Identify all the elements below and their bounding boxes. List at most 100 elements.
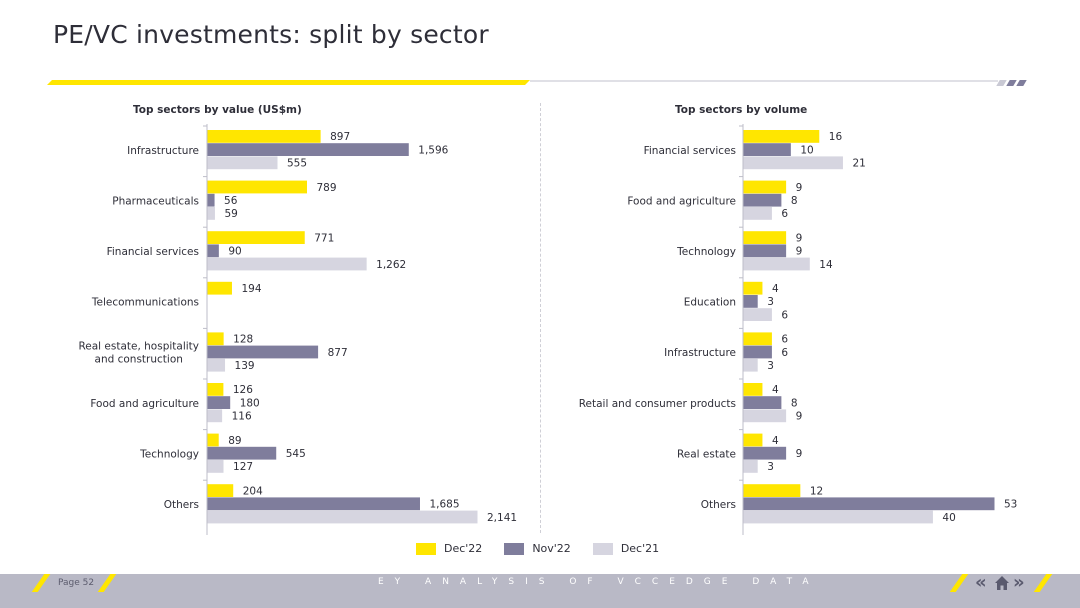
value-label-nov22: 53 bbox=[1004, 499, 1017, 511]
legend-label-dec21: Dec'21 bbox=[620, 542, 660, 555]
bar-dec22 bbox=[207, 484, 234, 497]
bar-dec21 bbox=[743, 358, 758, 372]
bar-nov22 bbox=[743, 446, 787, 460]
bar-nov22 bbox=[207, 446, 277, 460]
value-label-dec22: 4 bbox=[772, 435, 779, 447]
bar-dec21 bbox=[743, 409, 787, 423]
value-label-dec21: 127 bbox=[233, 461, 253, 473]
bar-dec22 bbox=[207, 180, 308, 194]
value-label-dec21: 6 bbox=[781, 208, 788, 220]
value-label-dec21: 139 bbox=[235, 360, 255, 372]
bar-nov22 bbox=[207, 345, 319, 359]
chart-title-value: Top sectors by value (US$m) bbox=[133, 104, 302, 116]
value-label-nov22: 180 bbox=[240, 397, 260, 409]
bar-nov22 bbox=[743, 143, 791, 156]
bar-dec22 bbox=[743, 180, 787, 194]
bar-dec22 bbox=[743, 383, 763, 396]
category-label: Financial services bbox=[644, 145, 736, 157]
bar-dec22 bbox=[207, 332, 224, 346]
value-label-dec21: 3 bbox=[767, 461, 774, 473]
bar-nov22 bbox=[207, 497, 420, 511]
category-label: Real estate, hospitality bbox=[78, 341, 199, 353]
legend-item-dec22: Dec'22 bbox=[416, 542, 482, 555]
home-icon-glyph bbox=[995, 576, 1009, 590]
value-label-dec21: 21 bbox=[852, 158, 865, 170]
legend-item-nov22: Nov'22 bbox=[504, 542, 571, 555]
page-title: PE/VC investments: split by sector bbox=[53, 20, 489, 49]
category-label: Financial services bbox=[107, 246, 199, 258]
value-label-dec21: 14 bbox=[819, 259, 833, 271]
value-label-nov22: 877 bbox=[328, 347, 348, 359]
value-label-dec21: 40 bbox=[942, 512, 955, 524]
bar-dec21 bbox=[207, 358, 226, 372]
value-label-dec22: 194 bbox=[241, 283, 261, 295]
bar-dec21 bbox=[207, 156, 278, 170]
value-label-dec22: 16 bbox=[829, 131, 843, 143]
footer-bar bbox=[0, 574, 1080, 608]
bar-dec22 bbox=[207, 383, 224, 396]
bar-nov22 bbox=[743, 396, 782, 409]
category-label: Others bbox=[701, 499, 736, 511]
next-page-icon[interactable]: » bbox=[1013, 572, 1025, 593]
value-label-dec22: 9 bbox=[796, 182, 803, 194]
category-label: Infrastructure bbox=[664, 347, 736, 359]
bar-nov22 bbox=[207, 244, 219, 258]
value-label-nov22: 1,596 bbox=[418, 144, 448, 156]
category-label: Education bbox=[684, 297, 736, 309]
bar-dec22 bbox=[743, 281, 763, 295]
legend-swatch-dec22 bbox=[416, 542, 436, 555]
category-label: Food and agriculture bbox=[90, 398, 199, 410]
title-underline-gray bbox=[530, 80, 998, 82]
value-label-dec21: 9 bbox=[796, 411, 803, 423]
bar-nov22 bbox=[743, 345, 772, 359]
bar-nov22 bbox=[207, 143, 409, 156]
value-label-nov22: 10 bbox=[800, 144, 813, 156]
bar-dec21 bbox=[743, 460, 758, 473]
home-icon[interactable] bbox=[994, 572, 1010, 596]
value-label-nov22: 56 bbox=[224, 195, 238, 207]
bar-dec22 bbox=[743, 484, 801, 497]
value-label-dec22: 6 bbox=[781, 334, 788, 346]
chart-volume: Top sectors by volume Financial services 1… bbox=[579, 104, 1017, 535]
bar-nov22 bbox=[743, 295, 758, 308]
value-label-dec22: 12 bbox=[810, 485, 823, 497]
footer-source-text: EY ANALYSIS OF VCCEDGE DATA bbox=[378, 577, 820, 587]
bar-dec21 bbox=[207, 510, 478, 524]
bar-dec21 bbox=[207, 409, 223, 423]
value-label-nov22: 8 bbox=[791, 195, 798, 207]
previous-page-icon[interactable]: « bbox=[975, 572, 987, 593]
value-label-dec22: 89 bbox=[228, 435, 241, 447]
value-label-dec22: 204 bbox=[243, 485, 263, 497]
bar-dec22 bbox=[207, 433, 219, 447]
value-label-dec21: 555 bbox=[287, 158, 307, 170]
value-label-nov22: 3 bbox=[767, 296, 774, 308]
value-label-dec22: 9 bbox=[796, 232, 803, 244]
value-label-dec21: 116 bbox=[232, 411, 252, 423]
bar-dec22 bbox=[207, 281, 232, 295]
legend-label-nov22: Nov'22 bbox=[532, 542, 571, 555]
legend: Dec'22 Nov'22 Dec'21 bbox=[416, 542, 681, 555]
value-label-dec22: 128 bbox=[233, 334, 253, 346]
bar-dec22 bbox=[743, 433, 763, 447]
category-label: Others bbox=[164, 499, 199, 511]
value-label-nov22: 8 bbox=[791, 397, 798, 409]
category-label: Technology bbox=[139, 448, 199, 460]
value-label-dec22: 4 bbox=[772, 384, 779, 396]
bar-dec21 bbox=[207, 460, 224, 473]
value-label-nov22: 90 bbox=[228, 246, 241, 258]
value-label-dec22: 771 bbox=[314, 232, 334, 244]
value-label-dec21: 2,141 bbox=[487, 512, 517, 524]
value-label-dec21: 3 bbox=[767, 360, 774, 372]
bar-nov22 bbox=[743, 497, 995, 511]
category-label: and construction bbox=[95, 354, 183, 366]
bar-dec21 bbox=[743, 257, 810, 271]
value-label-nov22: 9 bbox=[796, 246, 803, 258]
bar-dec21 bbox=[207, 257, 367, 271]
value-label-nov22: 545 bbox=[286, 448, 306, 460]
legend-swatch-dec21 bbox=[592, 542, 613, 555]
category-label: Telecommunications bbox=[91, 297, 199, 309]
bar-dec21 bbox=[743, 207, 772, 220]
bar-dec22 bbox=[207, 130, 321, 143]
bar-dec22 bbox=[743, 231, 787, 244]
bar-dec21 bbox=[743, 510, 933, 524]
